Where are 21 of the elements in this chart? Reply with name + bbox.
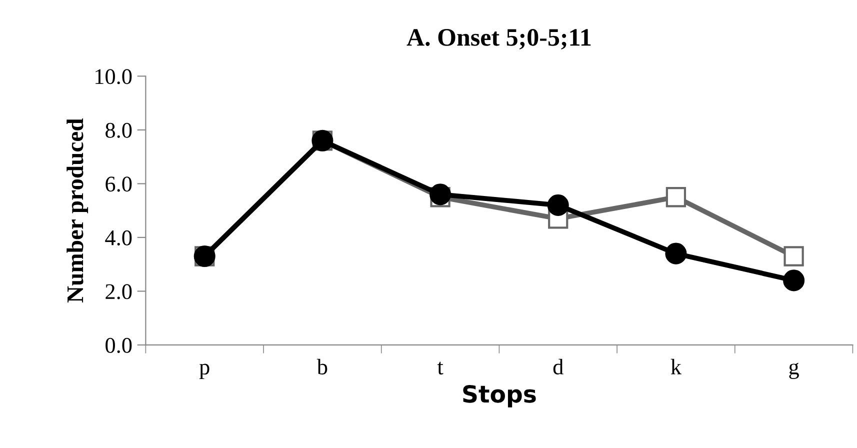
point xyxy=(783,270,805,292)
x-tick-label: g xyxy=(789,362,799,379)
x-tick-label: d xyxy=(553,358,564,374)
y-tick-label: 10.0 xyxy=(96,69,132,84)
point xyxy=(430,184,452,206)
chart-title: A. Onset 5;0-5;11 xyxy=(406,28,591,50)
x-tick-label: k xyxy=(670,358,682,374)
x-axis-title: Stops xyxy=(463,384,536,408)
x-tick-label: b xyxy=(316,358,328,374)
y-tick-label: 2.0 xyxy=(106,284,132,300)
y-tick-label: 4.0 xyxy=(105,230,132,246)
y-tick-label: 6.0 xyxy=(106,176,132,192)
y-tick-label: 0.0 xyxy=(106,338,132,353)
y-axis-title: Number produced xyxy=(66,118,88,303)
point xyxy=(666,187,686,208)
x-tick-label: t xyxy=(437,362,444,374)
point xyxy=(547,194,569,216)
point xyxy=(665,242,687,264)
point xyxy=(784,246,804,266)
y-tick-label: 8.0 xyxy=(106,122,132,138)
x-tick-label: p xyxy=(199,364,210,379)
